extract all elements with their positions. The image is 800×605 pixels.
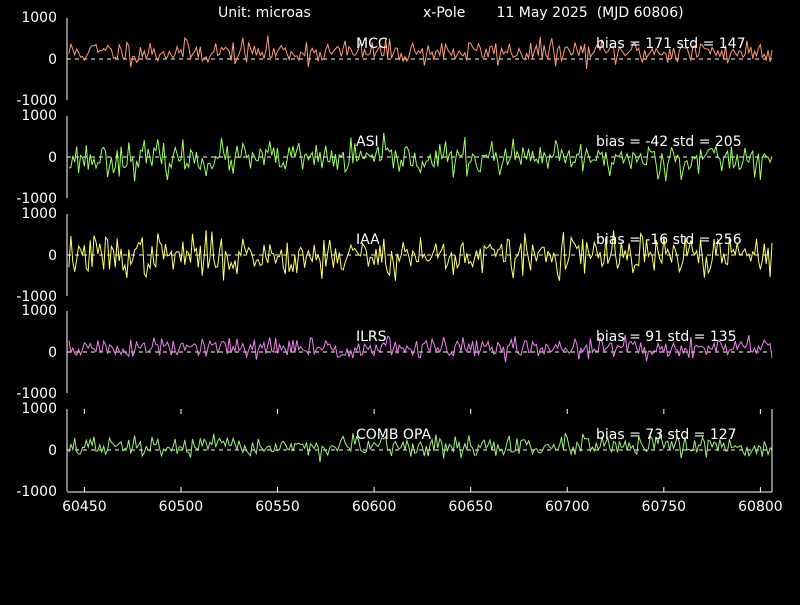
y-tick-label: -1000: [16, 289, 57, 305]
y-tick-label: 1000: [21, 10, 57, 26]
panels: 1000 0 -1000 MCC bias = 171 std = 147 1000 0 -1…: [16, 10, 773, 500]
y-tick-label: -1000: [16, 484, 57, 500]
y-tick-label: 0: [48, 52, 57, 68]
y-tick-label: -1000: [16, 93, 57, 109]
y-tick-label: 1000: [21, 206, 57, 222]
chart-title: x-Pole 11 May 2025 (MJD 60806): [423, 5, 684, 21]
unit-label: Unit: microas: [218, 5, 311, 21]
panel-ilrs: 1000 0 -1000 ILRS bias = 91 std = 135: [16, 303, 773, 402]
y-tick-label: 0: [48, 150, 57, 166]
x-tick-label: 60600: [352, 499, 397, 515]
series-line: [68, 334, 773, 363]
y-tick-label: 1000: [21, 401, 57, 417]
panel-comb-opa: 1000 0 -1000 COMB OPA bias = 73 std = 127: [16, 401, 773, 500]
series-name: ASI: [356, 134, 379, 150]
panel-iaa: 1000 0 -1000 IAA bias = -16 std = 256: [16, 206, 773, 305]
series-line: [68, 35, 773, 70]
series-name: ILRS: [356, 329, 387, 345]
x-tick-label: 60800: [738, 499, 783, 515]
series-stats: bias = 171 std = 147: [596, 36, 745, 52]
y-tick-label: 1000: [21, 108, 57, 124]
series-stats: bias = 73 std = 127: [596, 427, 737, 443]
y-tick-label: 0: [48, 248, 57, 264]
y-tick-label: 1000: [21, 303, 57, 319]
y-tick-label: 0: [48, 345, 57, 361]
panel-mcc: 1000 0 -1000 MCC bias = 171 std = 147: [16, 10, 773, 109]
series-line: [68, 432, 773, 463]
x-tick-label: 60450: [62, 499, 107, 515]
x-tick-label: 60700: [545, 499, 590, 515]
y-tick-label: -1000: [16, 191, 57, 207]
y-tick-label: 0: [48, 443, 57, 459]
series-line: [68, 230, 773, 281]
series-name: MCC: [356, 36, 388, 52]
series-stats: bias = -42 std = 205: [596, 134, 742, 150]
x-tick-label: 60500: [159, 499, 204, 515]
panel-asi: 1000 0 -1000 ASI bias = -42 std = 205: [16, 108, 773, 207]
x-tick-label: 60650: [448, 499, 493, 515]
series-name: IAA: [356, 232, 380, 248]
x-tick-label: 60750: [642, 499, 687, 515]
series-name: COMB OPA: [356, 427, 431, 443]
series-stats: bias = -16 std = 256: [596, 232, 742, 248]
x-axis: 60450 60500 60550 60600 60650 60700 60750 60800: [62, 409, 783, 515]
y-tick-label: -1000: [16, 386, 57, 402]
series-line: [68, 132, 773, 182]
x-tick-label: 60550: [255, 499, 300, 515]
series-stats: bias = 91 std = 135: [596, 329, 737, 345]
